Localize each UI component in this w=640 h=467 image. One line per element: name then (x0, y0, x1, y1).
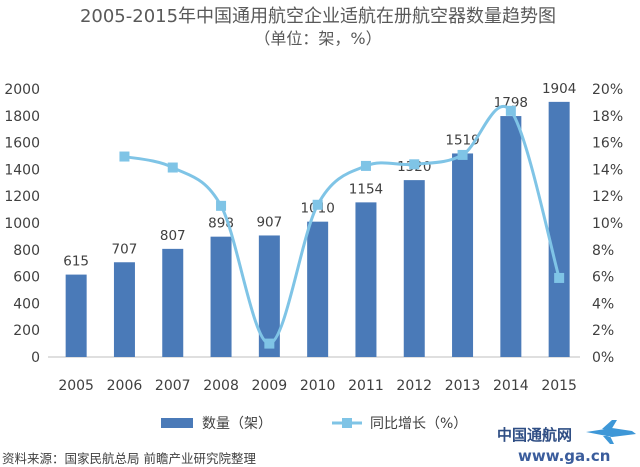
x-tick-label: 2010 (300, 378, 336, 394)
y-left-tick-label: 1000 (4, 216, 40, 232)
chart-title: 2005-2015年中国通用航空企业适航在册航空器数量趋势图 (80, 6, 556, 27)
growth-line-path (124, 104, 561, 346)
watermark-name: 中国通航网 (497, 426, 572, 444)
bar-value-label: 907 (256, 214, 282, 230)
x-tick-label: 2005 (58, 378, 94, 394)
y-right-tick-label: 8% (592, 243, 614, 259)
growth-point-2008 (216, 200, 227, 211)
y-left-tick-label: 1200 (4, 189, 40, 205)
y-axis-right: 0% 2% 4% 6% 8% 10% 12% 14% 16% 18% 20% (592, 82, 623, 366)
y-right-tick-label: 12% (592, 189, 623, 205)
y-right-tick-label: 18% (592, 109, 623, 125)
y-left-tick-label: 2000 (4, 82, 40, 98)
y-left-tick-label: 200 (13, 323, 40, 339)
x-tick-label: 2015 (541, 378, 577, 394)
x-tick-label: 2007 (155, 378, 191, 394)
bar-2015 (548, 101, 570, 357)
watermark: 中国通航网 www.ga.cn (497, 420, 636, 465)
bar-2009 (258, 235, 280, 357)
x-tick-label: 2013 (445, 378, 481, 394)
bar-value-label: 707 (112, 241, 138, 257)
y-right-tick-label: 16% (592, 136, 623, 152)
bar-2005 (65, 274, 87, 357)
legend-line-marker (342, 418, 352, 428)
y-right-tick-label: 4% (592, 296, 614, 312)
line-series (119, 104, 565, 349)
growth-point-2014 (505, 105, 516, 116)
bar-2011 (355, 202, 377, 357)
watermark-url: www.ga.cn (518, 447, 610, 465)
x-tick-label: 2011 (348, 378, 384, 394)
bar-2006 (113, 262, 135, 357)
bar-value-label: 807 (160, 228, 186, 244)
growth-point-2007 (167, 162, 178, 173)
y-left-tick-label: 800 (13, 243, 40, 259)
y-right-tick-label: 20% (592, 82, 623, 98)
y-left-tick-label: 1600 (4, 136, 40, 152)
legend-bar-label: 数量（架） (202, 416, 272, 432)
growth-point-2012 (409, 159, 420, 170)
y-right-tick-label: 2% (592, 323, 614, 339)
bar-value-label: 1904 (542, 81, 576, 97)
x-tick-label: 2008 (203, 378, 239, 394)
x-tick-label: 2012 (396, 378, 432, 394)
bar-2007 (162, 248, 184, 357)
chart-subtitle: （单位：架，%） (254, 29, 381, 48)
y-left-tick-label: 1400 (4, 162, 40, 178)
y-left-tick-label: 600 (13, 270, 40, 286)
bar-2014 (500, 116, 522, 358)
bar-2008 (210, 236, 232, 357)
growth-point-2011 (360, 160, 371, 171)
growth-point-2009 (264, 338, 275, 349)
x-tick-label: 2006 (107, 378, 143, 394)
bar-2012 (403, 180, 425, 357)
y-axis-left: 0 200 400 600 800 1000 1200 1400 1600 1800 2000 (4, 82, 40, 366)
y-right-tick-label: 10% (592, 216, 623, 232)
legend-bar-swatch (161, 418, 193, 428)
source-note: 资料来源：国家民航总局 前瞻产业研究院整理 (2, 451, 256, 466)
y-right-tick-label: 0% (592, 350, 614, 366)
legend: 数量（架） 同比增长（%） (161, 416, 467, 432)
bar-2013 (452, 153, 474, 357)
y-right-tick-label: 6% (592, 270, 614, 286)
bar-2010 (307, 221, 329, 357)
bar-value-label: 615 (63, 254, 89, 270)
bar-value-label: 1154 (349, 181, 383, 197)
growth-point-2013 (457, 149, 468, 160)
growth-point-2006 (119, 151, 130, 162)
growth-point-2015 (554, 272, 565, 283)
x-tick-label: 2014 (493, 378, 529, 394)
y-left-tick-label: 400 (13, 296, 40, 312)
x-axis: 2005 2006 2007 2008 2009 2010 2011 2012 2013 2014… (58, 378, 577, 394)
growth-point-2010 (312, 199, 323, 210)
legend-line-label: 同比增长（%） (370, 416, 467, 432)
x-tick-label: 2009 (252, 378, 288, 394)
y-left-tick-label: 0 (31, 350, 40, 366)
airplane-icon (586, 420, 636, 444)
bar-series (65, 101, 570, 358)
y-right-tick-label: 14% (592, 162, 623, 178)
y-left-tick-label: 1800 (4, 109, 40, 125)
